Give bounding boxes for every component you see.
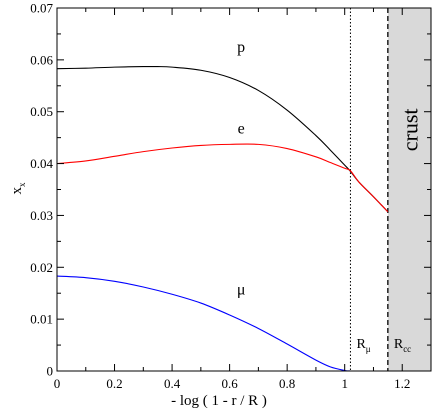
y-tick-label: 0.07 [30,1,53,16]
y-axis-title-main: x [9,187,25,195]
y-tick-label: 0.03 [30,208,53,223]
y-tick-label: 0.04 [30,156,53,171]
marker-label-0: Rμ [356,337,370,354]
y-tick-label: 0.01 [30,312,53,327]
x-tick-label: 1.2 [394,376,410,391]
marker-label-main: R [394,337,404,352]
marker-label-sub: μ [366,344,371,354]
series-label-2: μ [237,281,246,298]
y-tick-label: 0.05 [30,104,53,119]
x-tick-label: 0 [54,376,61,391]
marker-label-main: R [356,337,366,352]
y-axis-title: xx [9,182,27,195]
marker-label-sub: cc [403,344,411,354]
x-tick-label: 0.8 [279,376,295,391]
crust-region [387,8,431,371]
series-line-1 [56,143,389,213]
x-tick-label: 0.6 [221,376,238,391]
plot-frame [56,7,432,372]
marker-label-1: Rcc [394,337,411,354]
x-tick-label: 0.2 [106,376,122,391]
x-tick-label: 1 [341,376,348,391]
x-axis-title: - log ( 1 - r / R ) [171,393,267,409]
series-label-1: e [238,120,245,137]
y-tick-label: 0 [47,364,54,379]
y-tick-label: 0.02 [30,260,53,275]
series-line-2 [56,275,351,372]
crust-label: crust [397,108,422,151]
y-tick-label: 0.06 [30,52,53,67]
y-axis-title-sub: x [17,182,27,187]
x-tick-label: 0.4 [164,376,181,391]
series-line-0 [56,65,389,213]
series-label-0: p [237,39,245,56]
